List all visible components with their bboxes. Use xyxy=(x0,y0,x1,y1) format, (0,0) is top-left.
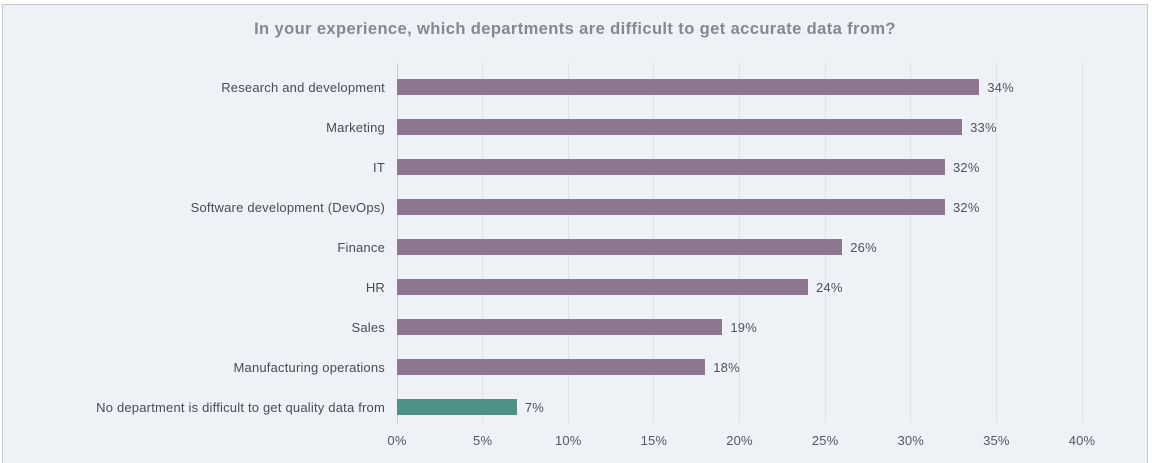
bar xyxy=(397,319,723,335)
bar xyxy=(397,159,945,175)
value-label: 32% xyxy=(953,199,980,215)
bar xyxy=(397,399,517,415)
bar xyxy=(397,279,808,295)
bar-row: Finance 26% xyxy=(337,227,1082,267)
value-label: 32% xyxy=(953,159,980,175)
category-label: Software development (DevOps) xyxy=(190,199,385,215)
x-tick-label: 40% xyxy=(1068,433,1096,448)
gridline-35 xyxy=(995,63,997,423)
bar-row: No department is difficult to get qualit… xyxy=(96,387,1082,427)
category-label: Research and development xyxy=(221,79,385,95)
bar xyxy=(397,359,706,375)
bar xyxy=(397,199,945,215)
bar-row: HR 24% xyxy=(366,267,1082,307)
bar xyxy=(397,79,980,95)
bar-row: IT 32% xyxy=(373,147,1082,187)
x-tick-label: 20% xyxy=(726,433,753,448)
category-label: Manufacturing operations xyxy=(233,359,385,375)
category-label: HR xyxy=(365,279,385,295)
plot-area: 0% 5% 10% 15% 20% 25% 30% 35% 40% Research and de… xyxy=(96,63,1095,448)
bar-row: Sales 19% xyxy=(351,307,1082,347)
x-tick-label: 30% xyxy=(897,433,925,448)
category-label: Sales xyxy=(351,319,385,335)
category-label: IT xyxy=(373,159,385,175)
x-tick-label: 35% xyxy=(983,433,1010,448)
gridline-40 xyxy=(1081,63,1083,423)
bar-row: Research and development 34% xyxy=(221,67,1082,107)
category-label: Marketing xyxy=(326,119,385,135)
value-label: 18% xyxy=(713,359,740,375)
chart-card: In your experience, which departments ar… xyxy=(2,4,1148,463)
bar xyxy=(397,239,843,255)
value-label: 26% xyxy=(850,239,877,255)
bar-row: Marketing 33% xyxy=(326,107,1082,147)
x-tick-label: 0% xyxy=(387,433,407,448)
value-label: 33% xyxy=(970,119,997,135)
gridline-30 xyxy=(910,63,912,423)
bar xyxy=(397,119,963,135)
x-tick-label: 15% xyxy=(640,433,668,448)
x-tick-label: 10% xyxy=(554,433,582,448)
value-label: 34% xyxy=(987,79,1014,95)
x-tick-label: 25% xyxy=(811,433,839,448)
bar-row: Software development (DevOps) 32% xyxy=(191,187,1082,227)
category-label: Finance xyxy=(337,239,385,255)
value-label: 7% xyxy=(524,399,545,415)
bar-row: Manufacturing operations 18% xyxy=(233,347,1082,387)
x-tick-label: 5% xyxy=(473,433,493,448)
category-label: No department is difficult to get qualit… xyxy=(96,399,385,415)
value-label: 24% xyxy=(816,279,843,295)
chart-title: In your experience, which departments ar… xyxy=(254,20,896,38)
value-label: 19% xyxy=(730,319,757,335)
